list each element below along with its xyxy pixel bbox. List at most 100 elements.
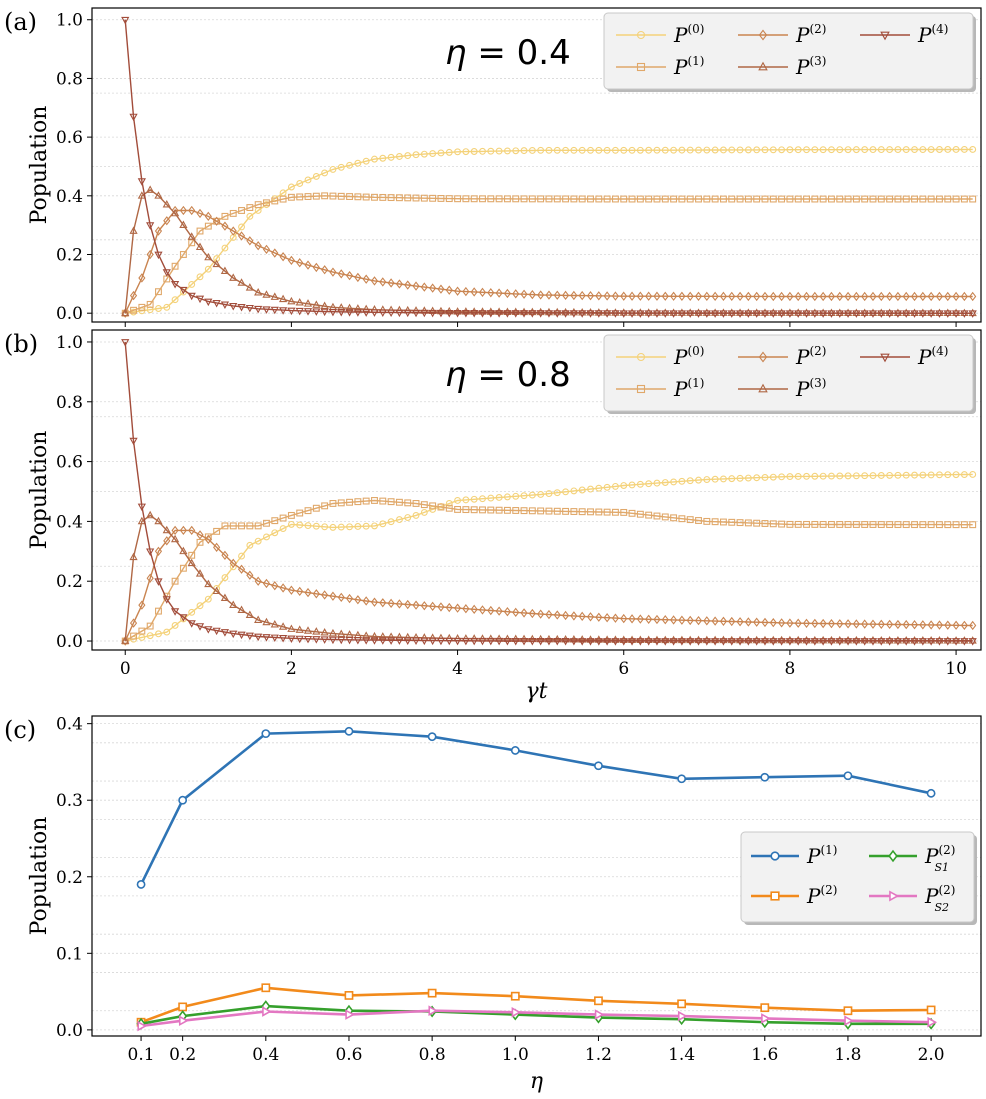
data-point — [196, 227, 204, 235]
data-point — [728, 291, 736, 302]
data-point — [512, 289, 520, 299]
data-point — [179, 220, 188, 229]
data-point — [760, 635, 770, 644]
data-point — [886, 471, 894, 479]
data-point — [736, 195, 744, 203]
data-point — [262, 578, 271, 589]
data-point — [695, 517, 702, 524]
data-point — [669, 291, 678, 301]
data-point — [578, 508, 586, 516]
data-point — [470, 287, 478, 297]
data-point — [844, 521, 852, 528]
data-point — [886, 195, 894, 203]
data-point — [769, 473, 777, 481]
data-point — [454, 497, 462, 504]
data-point — [794, 146, 802, 154]
data-point — [711, 635, 720, 644]
data-point — [611, 482, 619, 490]
data-point — [495, 606, 503, 616]
data-point — [495, 195, 503, 203]
data-point — [860, 310, 869, 318]
data-point — [271, 581, 279, 591]
data-point — [595, 484, 603, 492]
data-point — [545, 146, 553, 154]
data-point — [129, 226, 138, 234]
data-point — [544, 307, 554, 316]
data-point — [802, 308, 811, 316]
data-point — [869, 146, 877, 154]
data-point — [420, 282, 428, 292]
data-point — [154, 546, 163, 556]
data-point — [844, 195, 852, 203]
data-point — [403, 637, 412, 645]
data-point — [703, 517, 711, 525]
data-point — [595, 291, 603, 301]
data-point — [170, 608, 180, 616]
data-point — [395, 599, 404, 609]
data-point — [337, 523, 345, 531]
data-point — [919, 291, 927, 302]
data-point — [661, 310, 670, 318]
data-point — [786, 618, 794, 628]
data-point — [387, 518, 395, 526]
data-point — [686, 635, 695, 644]
data-point — [262, 306, 271, 314]
data-point — [861, 521, 869, 528]
data-point — [345, 303, 354, 312]
plot-frame — [91, 7, 982, 323]
data-point — [528, 491, 536, 499]
data-point — [246, 236, 254, 246]
data-point — [570, 487, 578, 495]
data-point — [403, 632, 412, 641]
data-point — [528, 310, 537, 318]
data-point — [412, 194, 420, 202]
legend-label: P(0) — [673, 344, 704, 369]
data-point — [952, 620, 960, 630]
data-point — [171, 262, 179, 270]
data-point — [162, 596, 171, 604]
data-point — [852, 310, 861, 318]
data-point — [229, 600, 238, 609]
data-point — [512, 607, 520, 617]
data-point — [229, 522, 237, 530]
data-point — [354, 498, 362, 506]
data-point — [969, 145, 977, 153]
data-point — [769, 310, 778, 318]
data-point — [628, 291, 636, 301]
data-point — [155, 630, 162, 638]
data-point — [810, 308, 819, 316]
data-point — [188, 239, 196, 247]
data-point — [370, 637, 379, 645]
data-point — [178, 1002, 188, 1012]
data-point — [453, 307, 462, 315]
data-point — [487, 494, 495, 502]
data-point — [212, 300, 221, 308]
data-point — [353, 637, 362, 645]
y-tick-label: 0.2 — [56, 572, 83, 592]
data-point — [785, 638, 795, 646]
data-point — [204, 298, 213, 307]
data-point — [919, 620, 927, 630]
data-point — [803, 195, 810, 203]
data-point — [877, 195, 885, 203]
data-point — [719, 638, 728, 646]
data-point — [561, 310, 570, 318]
data-point — [653, 146, 661, 154]
data-point — [778, 618, 786, 628]
data-point — [204, 252, 213, 261]
data-point — [320, 308, 329, 317]
data-point — [155, 305, 162, 312]
data-point — [570, 146, 578, 154]
data-point — [611, 146, 619, 154]
data-point — [752, 638, 761, 646]
legend-item: P(3) — [738, 376, 826, 401]
data-point — [370, 631, 379, 640]
data-point — [744, 519, 752, 527]
data-point — [229, 209, 237, 217]
data-point — [362, 309, 371, 317]
data-point — [371, 193, 378, 201]
data-point — [470, 637, 479, 646]
data-point — [645, 511, 653, 519]
data-point — [478, 307, 487, 315]
data-point — [238, 207, 246, 214]
